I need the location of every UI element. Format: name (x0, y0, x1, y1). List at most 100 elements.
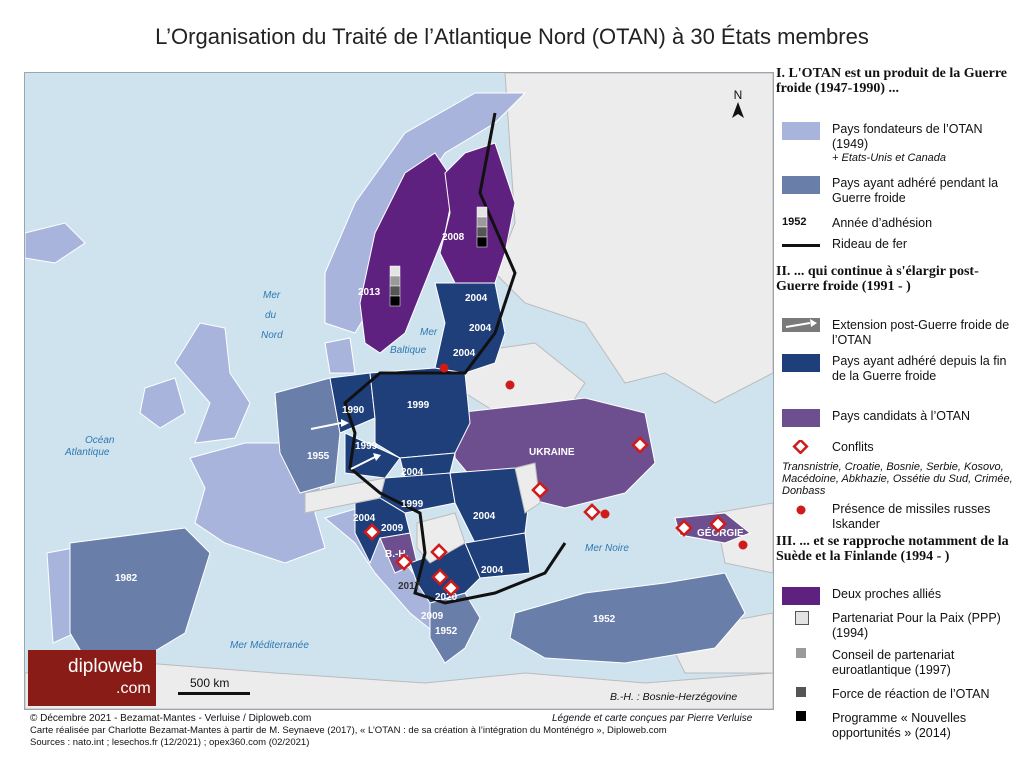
legend-item-post-cold-war: Pays ayant adhéré depuis la fin de la Gu… (782, 354, 1020, 384)
swatch-extension (782, 318, 820, 332)
label-finland-year: 2008 (442, 232, 465, 243)
scale-line (178, 692, 250, 695)
conflict-icon (782, 438, 820, 455)
legend-item-missiles: Présence de missiles russes Iskander (782, 502, 1020, 532)
north-arrow: N (730, 88, 746, 123)
footer-copyright: © Décembre 2021 - Bezamat-Mantes - Verlu… (30, 713, 312, 724)
conflict-marker (442, 579, 460, 597)
conflict-marker (675, 519, 693, 537)
ocean-label-2: Atlantique (64, 447, 110, 458)
label-romania-year: 2004 (473, 511, 496, 522)
country-austria-swiss (304, 477, 386, 514)
sea-med-label: Mer Méditerranée (230, 640, 309, 651)
legend-conflicts-note: Transnistrie, Croatie, Bosnie, Serbie, K… (782, 461, 1013, 497)
legend-label-candidates: Pays candidats à l’OTAN (832, 409, 971, 423)
label-slovakia-year: 2004 (401, 467, 424, 478)
swatch-candidates (782, 409, 820, 427)
legend-label-extension: Extension post-Guerre froide de l’OTAN (832, 318, 1010, 347)
label-east-germany-year: 1990 (342, 405, 365, 416)
footer-legend-credit: Légende et carte conçues par Pierre Verl… (552, 713, 753, 724)
swatch-iron-curtain (782, 244, 820, 247)
conflict-markers (363, 436, 727, 597)
country-turkey (509, 572, 746, 664)
country-ireland (139, 377, 186, 429)
label-turkey-year: 1952 (593, 614, 616, 625)
conflict-marker (363, 523, 381, 541)
legend-item-extension: Extension post-Guerre froide de l’OTAN (782, 318, 1020, 348)
label-bulgaria-year: 2004 (481, 565, 504, 576)
missile-icon (782, 502, 820, 516)
conflict-marker (395, 553, 413, 571)
sea-north-label-3: Nord (261, 330, 283, 341)
legend-section-1-title: I. L'OTAN est un produit de la Guerre fr… (776, 66, 1008, 96)
label-latvia-year: 2004 (469, 323, 492, 334)
swatch-nrf (782, 687, 820, 701)
legend-label-year: Année d’adhésion (832, 216, 933, 230)
legend-label-post-cold-war: Pays ayant adhéré depuis la fin de la Gu… (832, 354, 1007, 383)
sea-baltic-label-2: Baltique (390, 345, 427, 356)
legend-item-allies: Deux proches alliés (782, 587, 941, 605)
legend-item-cold-war: Pays ayant adhéré pendant la Guerre froi… (782, 176, 1020, 206)
swatch-founding (782, 122, 820, 140)
legend-label-missiles: Présence de missiles russes Iskander (832, 502, 991, 531)
legend-label-nrf: Force de réaction de l’OTAN (832, 687, 990, 701)
missile-markers (439, 363, 748, 550)
label-slovenia-year: 2004 (353, 513, 376, 524)
legend-label-cold-war: Pays ayant adhéré pendant la Guerre froi… (832, 176, 999, 205)
label-georgia: GÉORGIE (697, 526, 744, 539)
legend-item-ppp: Partenariat Pour la Paix (PPP) (1994) (782, 611, 1020, 641)
country-denmark (324, 337, 356, 374)
sea-baltic-label-1: Mer (420, 327, 438, 338)
legend-label-ppp: Partenariat Pour la Paix (PPP) (1994) (832, 611, 1001, 640)
legend-founding-note: + Etats-Unis et Canada (832, 152, 947, 164)
country-serbia (416, 512, 466, 564)
legend-label-conflicts: Conflits (832, 440, 874, 454)
swatch-ppp (782, 611, 820, 625)
legend-section-2-title: II. ... qui continue à s'élargir post-Gu… (776, 264, 979, 294)
logo-text-2: .com (116, 680, 151, 697)
footer-sources: Sources : nato.int ; lesechos.fr (12/202… (30, 737, 310, 748)
north-label: N (733, 88, 743, 102)
label-spain-year: 1982 (115, 573, 138, 584)
label-montenegro-year: 2017 (398, 581, 421, 592)
legend-label-allies: Deux proches alliés (832, 587, 942, 601)
country-iceland (25, 222, 86, 264)
legend-item-year: 1952 Année d’adhésion (782, 216, 932, 231)
label-greece-year: 1952 (435, 626, 458, 637)
country-baltics (434, 282, 506, 374)
land-africa (25, 662, 773, 709)
diploweb-logo: diploweb .com (28, 650, 156, 706)
country-poland (369, 367, 471, 459)
country-spain (69, 527, 211, 664)
label-west-germany-year: 1955 (307, 451, 330, 462)
missile-marker (738, 540, 748, 550)
legend-item-candidates: Pays candidats à l’OTAN (782, 409, 970, 427)
conflict-marker (709, 515, 727, 533)
extension-arrow-icon (785, 319, 817, 328)
legend-year-sample: 1952 (782, 216, 807, 228)
country-slovenia-croatia (354, 497, 411, 565)
legend-label-enhanced: Programme « Nouvelles opportunités » (20… (832, 711, 967, 740)
partnership-levels-sweden (389, 265, 401, 307)
legend-label-ceap: Conseil de partenariat euroatlantique (1… (832, 648, 955, 677)
conflict-marker (431, 568, 449, 586)
extension-arrow (310, 419, 349, 430)
abbreviation-note: B.-H. : Bosnie-Herzégovine (610, 691, 738, 703)
legend-item-enhanced: Programme « Nouvelles opportunités » (20… (782, 711, 1020, 741)
europe-map: Mer du Nord Mer Baltique Océan Atlantiqu… (24, 72, 774, 710)
conflict-marker (631, 436, 649, 454)
sea-north-label-2: du (265, 310, 277, 321)
missile-marker (600, 509, 610, 519)
ocean-label-1: Océan (85, 435, 115, 446)
label-macedonia-year: 2020 (435, 592, 458, 603)
partnership-levels-finland (476, 206, 488, 248)
label-bosnia: B.-H. (385, 549, 409, 560)
missile-marker (505, 380, 515, 390)
swatch-post-cold-war (782, 354, 820, 372)
legend-section-3-title: III. ... et se rapproche notamment de la… (776, 534, 1009, 564)
iron-curtain (343, 112, 567, 605)
swatch-enhanced (782, 711, 820, 725)
legend-label-iron-curtain: Rideau de fer (832, 237, 908, 251)
legend-item-nrf: Force de réaction de l’OTAN (782, 687, 989, 702)
conflict-marker (583, 503, 601, 521)
